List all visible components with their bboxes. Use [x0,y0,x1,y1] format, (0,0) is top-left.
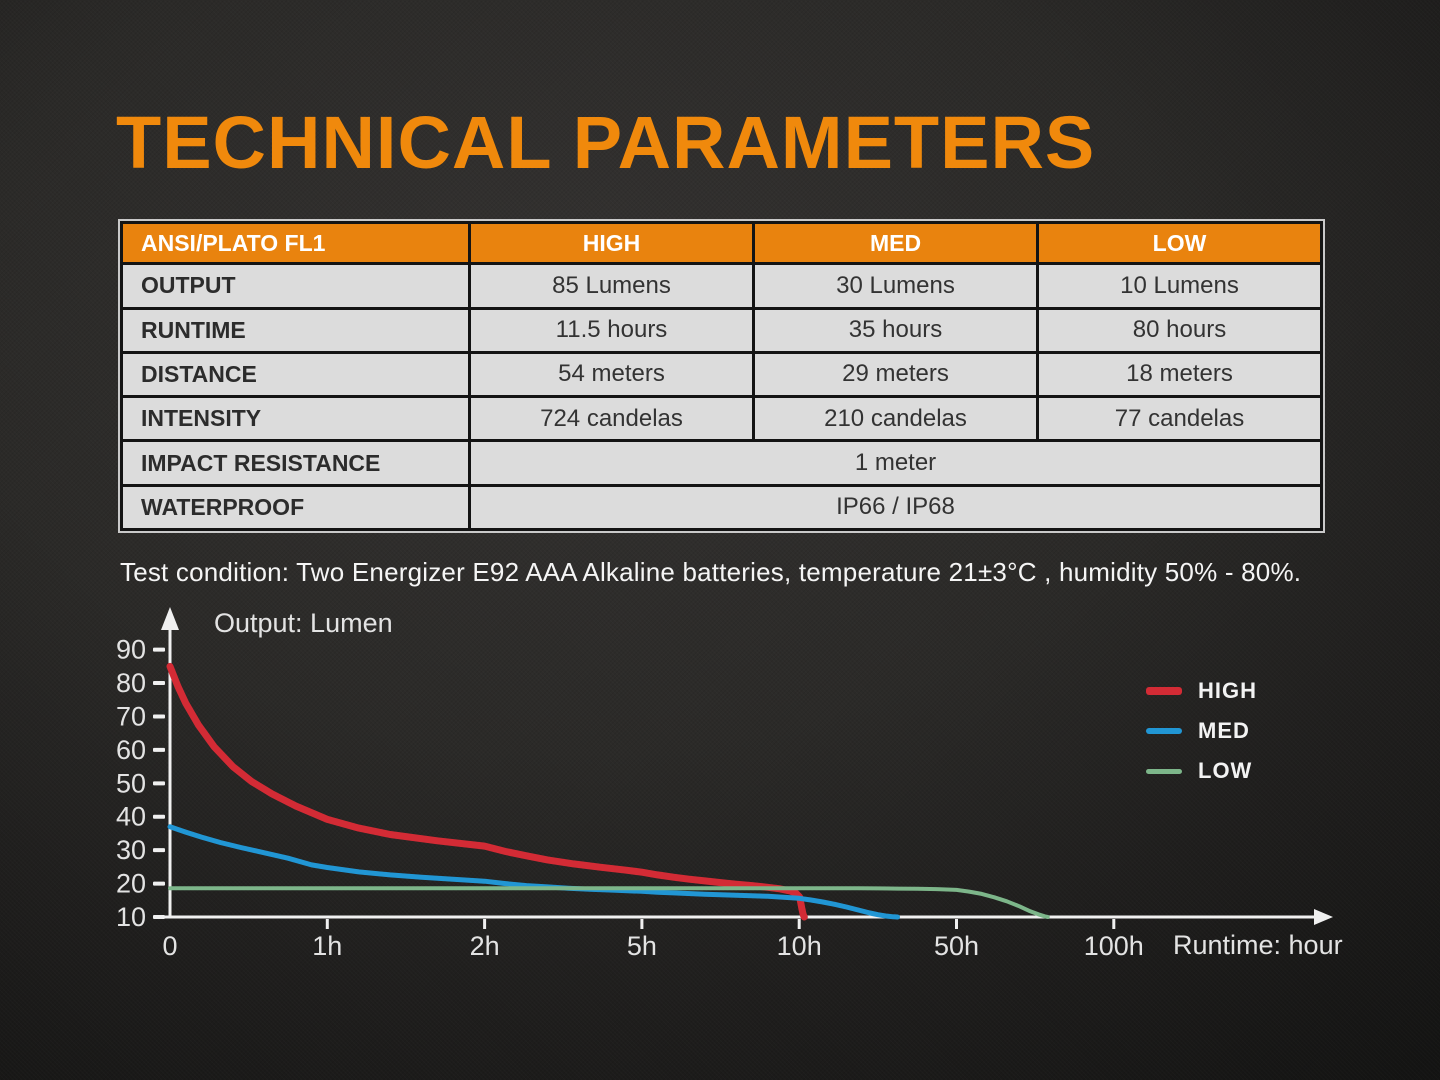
series-line-high [166,662,808,921]
table-row-intensity: INTENSITY 724 candelas 210 candelas 77 c… [123,398,1320,440]
intensity-med: 210 candelas [755,398,1036,440]
output-high: 85 Lumens [471,265,752,307]
page-title: TECHNICAL PARAMETERS [116,101,1096,184]
x-tick-label: 0 [162,931,177,961]
distance-med: 29 meters [755,353,1036,396]
row-label-output: OUTPUT [123,265,468,307]
y-tick-label: 90 [116,635,146,665]
y-tick-label: 70 [116,701,146,731]
distance-high: 54 meters [471,353,752,396]
y-tick-label: 80 [116,668,146,698]
runtime-high: 11.5 hours [471,309,752,351]
table-row-waterproof: WATERPROOF IP66 / IP68 [123,486,1320,528]
chart-x-axis-title: Runtime: hour [1173,930,1343,960]
intensity-high: 724 candelas [471,398,752,440]
distance-low: 18 meters [1039,353,1320,396]
output-med: 30 Lumens [755,265,1036,307]
test-condition-text: Test condition: Two Energizer E92 AAA Al… [120,557,1302,587]
x-axis-arrow [1314,909,1333,925]
y-tick-label: 20 [116,869,146,899]
series-line-low [168,886,1050,919]
legend-label-high: HIGH [1198,678,1257,703]
y-tick [153,881,165,886]
table-row-impact-resistance: IMPACT RESISTANCE 1 meter [123,442,1320,484]
row-label-runtime: RUNTIME [123,309,468,351]
y-tick-label: 40 [116,802,146,832]
intensity-low: 77 candelas [1039,398,1320,440]
row-label-impact-resistance: IMPACT RESISTANCE [123,442,468,484]
x-tick-label: 10h [777,931,822,961]
runtime-med: 35 hours [755,309,1036,351]
output-low: 10 Lumens [1039,265,1320,307]
x-tick-label: 100h [1084,931,1144,961]
row-label-waterproof: WATERPROOF [123,486,468,528]
y-tick [153,814,165,819]
table-row-distance: DISTANCE 54 meters 29 meters 18 meters [123,353,1320,396]
y-tick [153,681,165,686]
x-tick-label: 2h [470,931,500,961]
legend-swatch-high [1146,687,1182,695]
table-row-runtime: RUNTIME 11.5 hours 35 hours 80 hours [123,309,1320,351]
x-tick-label: 1h [312,931,342,961]
runtime-low: 80 hours [1039,309,1320,351]
legend-swatch-med [1146,728,1182,734]
y-tick [153,848,165,853]
x-tick-label: 5h [627,931,657,961]
row-label-distance: DISTANCE [123,353,468,396]
legend-item-med: MED [1146,711,1257,751]
series-line-med [167,824,900,920]
table-header-row: ANSI/PLATO FL1 HIGH MED LOW [123,224,1320,263]
y-tick-label: 60 [116,735,146,765]
x-tick-label: 50h [934,931,979,961]
y-tick-label: 30 [116,835,146,865]
legend-item-low: LOW [1146,751,1257,791]
header-med: MED [755,224,1036,263]
waterproof-value: IP66 / IP68 [471,486,1320,528]
spec-table: ANSI/PLATO FL1 HIGH MED LOW OUTPUT 85 Lu… [118,219,1325,533]
header-high: HIGH [471,224,752,263]
legend-label-med: MED [1198,718,1250,743]
legend-item-high: HIGH [1146,671,1257,711]
row-label-intensity: INTENSITY [123,398,468,440]
legend-label-low: LOW [1198,758,1253,783]
header-ansi-plato: ANSI/PLATO FL1 [123,224,468,263]
table-row-output: OUTPUT 85 Lumens 30 Lumens 10 Lumens [123,265,1320,307]
impact-resistance-value: 1 meter [471,442,1320,484]
y-tick-label: 50 [116,768,146,798]
chart-legend: HIGH MED LOW [1146,671,1257,791]
y-tick-label: 10 [116,902,146,932]
y-tick [153,781,165,786]
chart-y-axis-title: Output: Lumen [214,608,393,638]
header-low: LOW [1039,224,1320,263]
y-tick [153,915,165,919]
y-axis-arrow [161,607,179,630]
y-tick [153,714,165,719]
y-tick [153,747,165,752]
y-tick [153,647,165,652]
legend-swatch-low [1146,768,1182,774]
